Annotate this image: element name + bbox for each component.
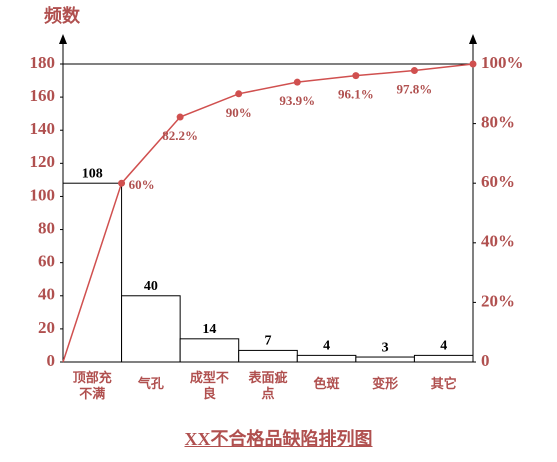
x-tick-label: 气孔 [137, 376, 164, 391]
y-tick-label: 160 [30, 86, 56, 105]
line-label: 60% [129, 177, 155, 192]
y-tick-label: 0 [47, 351, 56, 370]
x-tick-label: 成型不良 [189, 370, 229, 401]
y-tick-label: 20 [38, 318, 55, 337]
bar-label: 3 [382, 340, 389, 355]
y2-tick-label: 60% [481, 172, 515, 191]
line-point [235, 90, 243, 98]
bar-label: 14 [202, 322, 216, 337]
y2-tick-label: 0 [481, 351, 490, 370]
y-tick-label: 120 [30, 152, 56, 171]
y-axis-label: 频数 [44, 5, 81, 26]
y2-tick-label: 20% [481, 291, 515, 310]
line-point [352, 72, 360, 80]
line-point [176, 113, 184, 121]
line-label: 90% [226, 105, 252, 120]
bar [355, 356, 415, 363]
bar-label: 4 [323, 339, 330, 354]
y2-tick-label: 100% [481, 53, 524, 72]
bar-label: 40 [144, 279, 158, 294]
x-tick-label: 其它 [430, 376, 457, 391]
bar-label: 108 [82, 166, 103, 181]
y-tick-label: 140 [30, 119, 56, 138]
line-point [293, 78, 301, 86]
line-point [469, 60, 477, 68]
bar [121, 295, 181, 363]
line-label: 97.8% [397, 82, 433, 97]
bar [179, 338, 240, 363]
line-label: 96.1% [338, 87, 374, 102]
y2-tick-label: 80% [481, 113, 515, 132]
y-tick-label: 80 [38, 218, 55, 237]
y-tick-label: 180 [30, 53, 56, 72]
line-point [410, 67, 418, 75]
bar [413, 354, 474, 363]
x-tick-label: 变形 [372, 376, 399, 391]
bar-label: 4 [440, 339, 447, 354]
x-tick-label: 色斑 [313, 376, 340, 391]
chart-title: XX不合格品缺陷排列图 [184, 429, 373, 449]
bar [296, 354, 357, 363]
line-start [62, 182, 123, 363]
y-axis-arrow [59, 34, 67, 44]
line-label: 82.2% [162, 128, 198, 143]
x-tick-label: 顶部充不满 [72, 370, 112, 401]
y-tick-label: 60 [38, 252, 55, 271]
y-tick-label: 40 [38, 285, 55, 304]
title-box: XX不合格品缺陷排列图 [0, 425, 557, 451]
x-tick-label: 表面疵点 [248, 370, 288, 401]
bar [238, 349, 298, 363]
bar-label: 7 [265, 334, 272, 349]
line-point [118, 179, 126, 187]
y2-axis-arrow [469, 34, 477, 44]
line-label: 93.9% [279, 93, 315, 108]
y2-tick-label: 40% [481, 232, 515, 251]
y-tick-label: 100 [30, 185, 56, 204]
